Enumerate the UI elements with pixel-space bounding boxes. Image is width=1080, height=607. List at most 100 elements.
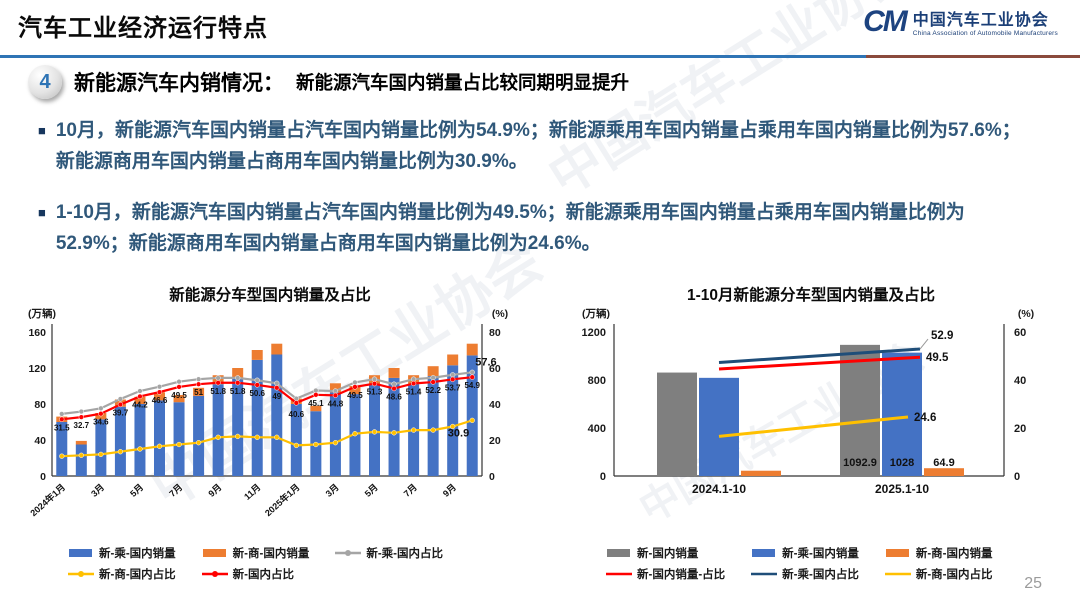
section-subheading: 新能源汽车国内销量占比较同期明显提升 [296, 72, 630, 93]
svg-text:0: 0 [1014, 471, 1020, 483]
legend-line-swatch-icon [884, 572, 911, 576]
legend-line-swatch-icon [201, 571, 228, 577]
svg-text:57.6: 57.6 [475, 356, 496, 368]
legend-label: 新-商-国内销量 [232, 548, 310, 560]
cumulative-chart-plot: 0 400 800 1200 0 20 40 60 (万辆) (%) 1092.9 1028 64.9 5… [582, 307, 1035, 496]
svg-text:0: 0 [489, 471, 495, 483]
svg-text:53.7: 53.7 [445, 383, 461, 392]
monthly-chart-title: 新能源分车型国内销量及占比 [169, 287, 371, 304]
legend-label: 新-商-国内销量 [915, 548, 993, 560]
svg-text:40.6: 40.6 [289, 410, 305, 419]
svg-text:0: 0 [40, 471, 46, 483]
legend-label: 新-商-国内占比 [915, 569, 993, 581]
svg-text:24.6: 24.6 [914, 412, 936, 424]
logo-org-name-en: China Association of Automobile Manufact… [912, 30, 1058, 37]
svg-text:60: 60 [489, 363, 501, 375]
svg-text:40: 40 [489, 399, 501, 411]
svg-text:51: 51 [194, 388, 203, 397]
legend-item: 新-国内销量-占比 [606, 566, 725, 582]
bullet-october: ■ 10月，新能源汽车国内销量占汽车国内销量比例为54.9%；新能源乘用车国内销… [38, 116, 1038, 178]
svg-text:800: 800 [588, 375, 606, 387]
svg-text:160: 160 [28, 327, 46, 339]
svg-text:46.6: 46.6 [152, 396, 168, 405]
svg-text:(万辆): (万辆) [582, 307, 610, 320]
legend-label: 新-国内销量-占比 [637, 569, 726, 581]
svg-text:51.4: 51.4 [406, 387, 422, 396]
monthly-chart: 新能源分车型国内销量及占比 0 40 80 120 160 0 20 40 60 80 (万辆) (%… [10, 283, 530, 582]
svg-text:50.6: 50.6 [249, 389, 265, 398]
monthly-chart-plot: 0 40 80 120 160 0 20 40 60 80 (万辆) (%) 31.5 32.7 34.6 3… [28, 307, 508, 518]
legend-bar-swatch-icon [752, 549, 776, 557]
legend-line-swatch-icon [751, 572, 778, 576]
legend-item: 新-商-国内占比 [884, 566, 993, 582]
svg-text:1028: 1028 [890, 457, 914, 469]
svg-text:49.5: 49.5 [347, 391, 363, 400]
legend-bar-swatch-icon [607, 549, 630, 557]
legend-item: 新-商-国内销量 [885, 545, 993, 561]
legend-item: 新-商-国内占比 [68, 566, 176, 582]
svg-text:(万辆): (万辆) [28, 307, 56, 320]
svg-text:64.9: 64.9 [933, 457, 954, 469]
legend-item: 新-商-国内销量 [202, 545, 310, 561]
legend-item: 新-乘-国内占比 [335, 545, 443, 561]
section-header: 4 新能源汽车内销情况： 新能源汽车国内销量占比较同期明显提升 [28, 65, 629, 99]
header-divider-right-segment [866, 55, 1080, 58]
svg-text:3月: 3月 [324, 482, 341, 499]
line-新-国内销量-占比 [718, 355, 921, 371]
svg-text:32.7: 32.7 [74, 421, 90, 430]
svg-text:51.8: 51.8 [230, 387, 246, 396]
line-新-商-国内占比 [718, 415, 909, 438]
svg-text:48.6: 48.6 [386, 393, 402, 402]
page-number: 25 [1024, 575, 1042, 592]
svg-text:7月: 7月 [402, 482, 419, 499]
svg-text:20: 20 [489, 435, 501, 447]
svg-text:120: 120 [28, 363, 46, 375]
svg-text:40: 40 [34, 435, 46, 447]
legend-item: 新-国内占比 [201, 566, 310, 582]
legend-label: 新-国内销量 [637, 548, 699, 560]
legend-bar-swatch-icon [69, 549, 92, 557]
legend-label: 新-商-国内占比 [99, 569, 176, 581]
grouped-bars [657, 344, 964, 476]
svg-text:49: 49 [272, 392, 281, 401]
legend-line-swatch-icon [68, 571, 94, 577]
cumulative-chart-title: 1-10月新能源分车型国内销量及占比 [686, 287, 936, 304]
legend-line-swatch-icon [335, 550, 362, 556]
svg-text:400: 400 [588, 423, 606, 435]
svg-text:51.8: 51.8 [210, 387, 226, 396]
legend-bar-swatch-icon [885, 549, 909, 557]
bullet-jan-oct-text: 1-10月，新能源汽车国内销量占汽车国内销量比例为49.5%；新能源乘用车国内销… [55, 202, 965, 254]
svg-text:3月: 3月 [89, 482, 106, 499]
svg-text:9月: 9月 [206, 482, 223, 499]
svg-text:(%): (%) [492, 308, 508, 320]
svg-text:30.9: 30.9 [448, 427, 469, 439]
svg-text:5月: 5月 [128, 482, 145, 499]
legend-bar-swatch-icon [202, 549, 226, 557]
line-新-乘-国内占比 [718, 347, 921, 364]
header-divider [0, 55, 1080, 58]
svg-text:51.3: 51.3 [367, 388, 383, 397]
svg-text:40: 40 [1014, 375, 1026, 387]
svg-text:52.9: 52.9 [931, 330, 953, 342]
legend-label: 新-国内占比 [232, 569, 295, 581]
svg-text:54.9: 54.9 [464, 381, 480, 390]
caam-logo-icon: CM [863, 4, 908, 38]
logo-org-name-cn: 中国汽车工业协会 [912, 12, 1049, 29]
svg-text:0: 0 [600, 471, 606, 483]
svg-text:(%): (%) [1018, 308, 1034, 320]
legend-item: 新-国内销量 [606, 545, 725, 561]
legend-label: 新-乘-国内销量 [99, 548, 176, 560]
legend-label: 新-乘-国内占比 [366, 548, 444, 560]
svg-text:80: 80 [489, 327, 501, 339]
section-number-badge: 4 [28, 65, 62, 99]
svg-text:7月: 7月 [167, 482, 184, 499]
legend-label: 新-乘-国内占比 [782, 569, 859, 581]
svg-text:44.2: 44.2 [132, 400, 148, 409]
cumulative-chart: 1-10月新能源分车型国内销量及占比 0 400 800 1200 0 20 40 60 (万辆… [556, 283, 1066, 582]
line-新-商-国内占比 [59, 417, 475, 459]
line-新-乘-国内占比 [59, 369, 475, 417]
bullet-jan-oct: ■ 1-10月，新能源汽车国内销量占汽车国内销量比例为49.5%；新能源乘用车国… [38, 198, 1038, 260]
legend-line-swatch-icon [606, 572, 632, 576]
svg-text:49.5: 49.5 [926, 352, 949, 364]
svg-text:45.1: 45.1 [308, 399, 324, 408]
